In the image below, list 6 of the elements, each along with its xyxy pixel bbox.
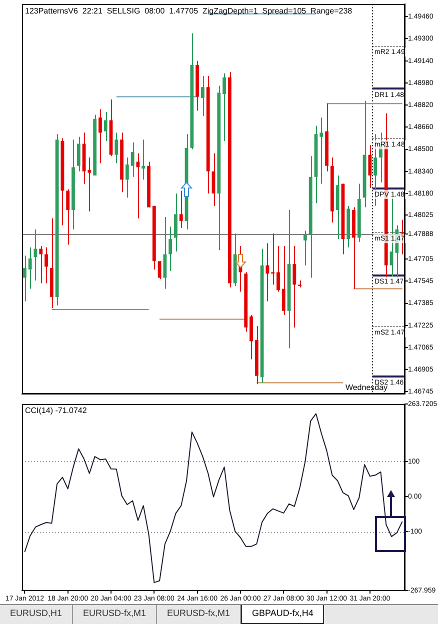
text: EURUSD-fx,M1 xyxy=(157,605,242,624)
text: EURUSD-fx,M1 xyxy=(73,605,158,624)
text: EURUSD,H1 xyxy=(0,605,74,624)
annotation: Wednesday xyxy=(345,383,388,392)
chart-title: CCI(14) -71.0742 xyxy=(25,406,88,416)
chart-title: 123PatternsV6 22:21 SELLSIG 08:00 1.47705 ZigZagDepth=1 Spread=105 Range=238 xyxy=(25,6,353,16)
